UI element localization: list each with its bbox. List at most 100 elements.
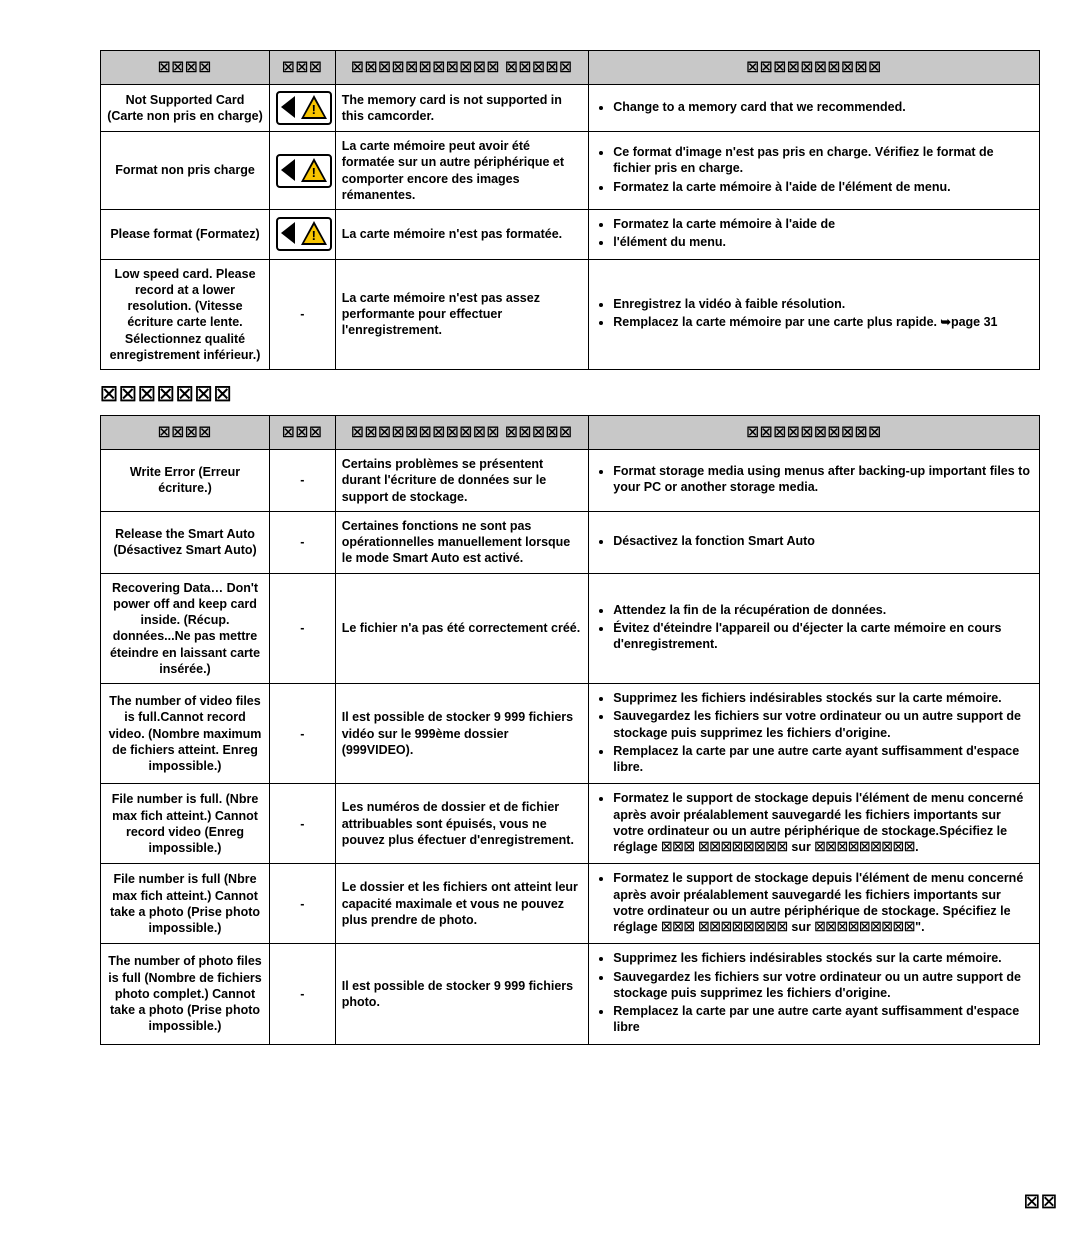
header-text: ☒☒☒☒☒☒☒☒☒☒☒ ☒☒☒☒☒	[351, 59, 573, 76]
action-list: Désactivez la fonction Smart Auto	[595, 533, 1033, 549]
message-cell: Format non pris charge	[101, 132, 270, 210]
col-action: ☒☒☒☒☒☒☒☒☒☒	[589, 416, 1040, 450]
reason-cell: Certaines fonctions ne sont pas opératio…	[335, 511, 589, 573]
section-title: ☒☒☒☒☒☒☒	[100, 382, 1040, 407]
action-list: Change to a memory card that we recommen…	[595, 99, 1033, 115]
reason-cell: Il est possible de stocker 9 999 fichier…	[335, 684, 589, 784]
table-2-body: Write Error (Erreur écriture.)-Certains …	[101, 450, 1040, 1045]
action-list: Formatez le support de stockage depuis l…	[595, 870, 1033, 935]
message-cell: Write Error (Erreur écriture.)	[101, 450, 270, 512]
table-row: Low speed card. Please record at a lower…	[101, 259, 1040, 370]
header-text: ☒☒☒☒☒☒☒☒☒☒	[746, 424, 882, 441]
action-item: Enregistrez la vidéo à faible résolution…	[613, 296, 1033, 312]
reason-cell: Il est possible de stocker 9 999 fichier…	[335, 944, 589, 1044]
table-row: Not Supported Card (Carte non pris en ch…	[101, 85, 1040, 132]
action-item: Sauvegardez les fichiers sur votre ordin…	[613, 969, 1033, 1002]
action-item: Ce format d'image n'est pas pris en char…	[613, 144, 1033, 177]
action-list: Enregistrez la vidéo à faible résolution…	[595, 296, 1033, 331]
header-text: ☒☒☒	[282, 59, 323, 76]
col-icon: ☒☒☒	[270, 416, 336, 450]
action-item: Formatez la carte mémoire à l'aide de l'…	[613, 179, 1033, 195]
table-1-body: Not Supported Card (Carte non pris en ch…	[101, 85, 1040, 370]
action-item: Remplacez la carte par une autre carte a…	[613, 1003, 1033, 1036]
reason-cell: Le fichier n'a pas été correctement créé…	[335, 573, 589, 684]
action-cell: Attendez la fin de la récupération de do…	[589, 573, 1040, 684]
table-row: The number of photo files is full (Nombr…	[101, 944, 1040, 1044]
action-cell: Formatez la carte mémoire à l'aide de l'é…	[589, 210, 1040, 260]
reason-cell: La carte mémoire n'est pas assez perform…	[335, 259, 589, 370]
action-cell: Formatez le support de stockage depuis l…	[589, 784, 1040, 864]
col-action: ☒☒☒☒☒☒☒☒☒☒	[589, 51, 1040, 85]
header-text: ☒☒☒☒☒☒☒☒☒☒	[746, 59, 882, 76]
action-list: Formatez la carte mémoire à l'aide de l'é…	[595, 216, 1033, 251]
action-item: Remplacez la carte par une autre carte a…	[613, 743, 1033, 776]
col-reason: ☒☒☒☒☒☒☒☒☒☒☒ ☒☒☒☒☒	[335, 416, 589, 450]
section-title-text: ☒☒☒☒☒☒☒	[100, 382, 233, 407]
table-row: Format non pris charge!La carte mémoire …	[101, 132, 1040, 210]
icon-cell: !	[270, 85, 336, 132]
message-cell: File number is full (Nbre max fich attei…	[101, 864, 270, 944]
icon-cell: -	[270, 684, 336, 784]
action-item: Formatez la carte mémoire à l'aide de	[613, 216, 1033, 232]
action-item: l'élément du menu.	[613, 234, 1033, 250]
action-list: Ce format d'image n'est pas pris en char…	[595, 144, 1033, 195]
troubleshoot-table-2: ☒☒☒☒ ☒☒☒ ☒☒☒☒☒☒☒☒☒☒☒ ☒☒☒☒☒ ☒☒☒☒☒☒☒☒☒☒ Wr…	[100, 415, 1040, 1045]
message-cell: Release the Smart Auto (Désactivez Smart…	[101, 511, 270, 573]
message-cell: File number is full. (Nbre max fich atte…	[101, 784, 270, 864]
action-cell: Supprimez les fichiers indésirables stoc…	[589, 684, 1040, 784]
icon-cell: -	[270, 784, 336, 864]
reason-cell: The memory card is not supported in this…	[335, 85, 589, 132]
action-list: Attendez la fin de la récupération de do…	[595, 602, 1033, 653]
icon-cell: -	[270, 450, 336, 512]
header-text: ☒☒☒☒	[158, 424, 212, 441]
warning-icon: !	[276, 91, 332, 125]
action-item: Supprimez les fichiers indésirables stoc…	[613, 690, 1033, 706]
action-cell: Format storage media using menus after b…	[589, 450, 1040, 512]
table-row: Please format (Formatez)!La carte mémoir…	[101, 210, 1040, 260]
icon-cell: -	[270, 864, 336, 944]
action-item: Format storage media using menus after b…	[613, 463, 1033, 496]
table-row: Release the Smart Auto (Désactivez Smart…	[101, 511, 1040, 573]
header-text: ☒☒☒☒☒☒☒☒☒☒☒ ☒☒☒☒☒	[351, 424, 573, 441]
icon-cell: -	[270, 259, 336, 370]
troubleshoot-table-1: ☒☒☒☒ ☒☒☒ ☒☒☒☒☒☒☒☒☒☒☒ ☒☒☒☒☒ ☒☒☒☒☒☒☒☒☒☒ No…	[100, 50, 1040, 370]
action-item: Sauvegardez les fichiers sur votre ordin…	[613, 708, 1033, 741]
reason-cell: Les numéros de dossier et de fichier att…	[335, 784, 589, 864]
reason-cell: Le dossier et les fichiers ont atteint l…	[335, 864, 589, 944]
action-item: Formatez le support de stockage depuis l…	[613, 870, 1033, 935]
table-row: Recovering Data… Don't power off and kee…	[101, 573, 1040, 684]
header-text: ☒☒☒	[282, 424, 323, 441]
action-cell: Enregistrez la vidéo à faible résolution…	[589, 259, 1040, 370]
action-list: Formatez le support de stockage depuis l…	[595, 790, 1033, 855]
table-row: Write Error (Erreur écriture.)-Certains …	[101, 450, 1040, 512]
action-list: Supprimez les fichiers indésirables stoc…	[595, 690, 1033, 775]
page-number-text: ☒☒	[1024, 1192, 1058, 1213]
icon-cell: !	[270, 210, 336, 260]
action-cell: Formatez le support de stockage depuis l…	[589, 864, 1040, 944]
action-item: Remplacez la carte mémoire par une carte…	[613, 314, 1033, 330]
page-number: ☒☒	[1024, 1192, 1058, 1213]
action-item: Supprimez les fichiers indésirables stoc…	[613, 950, 1033, 966]
action-cell: Ce format d'image n'est pas pris en char…	[589, 132, 1040, 210]
col-message: ☒☒☒☒	[101, 51, 270, 85]
message-cell: Not Supported Card (Carte non pris en ch…	[101, 85, 270, 132]
icon-cell: -	[270, 573, 336, 684]
icon-cell: -	[270, 944, 336, 1044]
page-root: ☒☒☒☒ ☒☒☒ ☒☒☒☒☒☒☒☒☒☒☒ ☒☒☒☒☒ ☒☒☒☒☒☒☒☒☒☒ No…	[0, 0, 1080, 1085]
action-item: Évitez d'éteindre l'appareil ou d'éjecte…	[613, 620, 1033, 653]
warning-icon: !	[276, 217, 332, 251]
warning-icon: !	[276, 154, 332, 188]
icon-cell: -	[270, 511, 336, 573]
table-row: File number is full (Nbre max fich attei…	[101, 864, 1040, 944]
reason-cell: Certains problèmes se présentent durant …	[335, 450, 589, 512]
message-cell: The number of video files is full.Cannot…	[101, 684, 270, 784]
action-cell: Supprimez les fichiers indésirables stoc…	[589, 944, 1040, 1044]
action-item: Désactivez la fonction Smart Auto	[613, 533, 1033, 549]
message-cell: Low speed card. Please record at a lower…	[101, 259, 270, 370]
message-cell: The number of photo files is full (Nombr…	[101, 944, 270, 1044]
icon-cell: !	[270, 132, 336, 210]
col-reason: ☒☒☒☒☒☒☒☒☒☒☒ ☒☒☒☒☒	[335, 51, 589, 85]
reason-cell: La carte mémoire n'est pas formatée.	[335, 210, 589, 260]
col-message: ☒☒☒☒	[101, 416, 270, 450]
message-cell: Please format (Formatez)	[101, 210, 270, 260]
